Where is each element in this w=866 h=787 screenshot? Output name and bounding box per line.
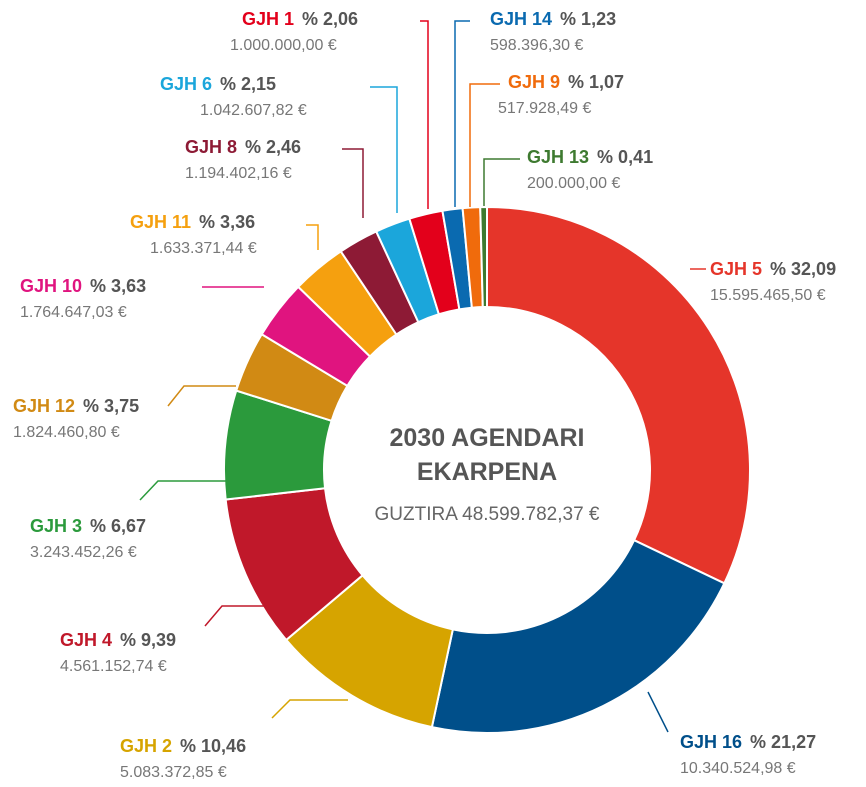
slice-amount: 1.000.000,00 € [230,37,337,54]
leader-line [370,86,398,213]
center-title: 2030 AGENDARI [390,424,585,452]
leader-line [139,480,226,501]
slice-label: GJH 5 % 32,09 [710,259,836,279]
slice-percent: % 2,15 [220,74,276,94]
leader-line [271,699,348,719]
slice-percent: % 9,39 [120,630,176,650]
slice-amount: 1.764.647,03 € [20,304,127,321]
slice-name: GJH 13 [527,147,589,167]
slice-name: GJH 4 [60,630,112,650]
leader-line [167,385,236,407]
leader-line [483,158,520,206]
slice-name: GJH 14 [490,9,552,29]
slice-label: GJH 2 % 10,46 [120,736,246,756]
slice-name: GJH 5 [710,259,762,279]
slice-label: GJH 3 % 6,67 [30,516,146,536]
slice-name: GJH 1 [242,9,294,29]
leader-line [306,224,319,250]
slice-amount: 517.928,49 € [498,100,592,117]
slice-percent: % 3,75 [83,396,139,416]
slice-percent: % 1,07 [568,72,624,92]
slice-label: GJH 12 % 3,75 [13,396,139,416]
slice-name: GJH 8 [185,137,237,157]
slice-label: GJH 14 % 1,23 [490,9,616,29]
leader-line [454,20,470,207]
slice-label: GJH 4 % 9,39 [60,630,176,650]
slice-label: GJH 8 % 2,46 [185,137,301,157]
slice-amount: 3.243.452,26 € [30,544,137,561]
leader-line [420,20,429,209]
slice-percent: % 0,41 [597,147,653,167]
slice-label: GJH 13 % 0,41 [527,147,653,167]
slice-label: GJH 9 % 1,07 [508,72,624,92]
slice-label: GJH 6 % 2,15 [160,74,276,94]
slice-name: GJH 2 [120,736,172,756]
slice-amount: 200.000,00 € [527,175,621,192]
slice-name: GJH 9 [508,72,560,92]
center-total: GUZTIRA 48.599.782,37 € [375,504,600,525]
slice-amount: 15.595.465,50 € [710,287,826,304]
leader-line [204,605,272,627]
slice-percent: % 3,36 [199,212,255,232]
slice-amount: 1.042.607,82 € [200,102,307,119]
slice [430,538,726,734]
slice [486,205,751,585]
slice-percent: % 21,27 [750,732,816,752]
slice-label: GJH 16 % 21,27 [680,732,816,752]
slice-name: GJH 16 [680,732,742,752]
slice-amount: 10.340.524,98 € [680,760,796,777]
slice-label: GJH 1 % 2,06 [242,9,358,29]
slice-amount: 5.083.372,85 € [120,764,227,781]
slice-amount: 598.396,30 € [490,37,584,54]
slice-amount: 1.194.402,16 € [185,165,292,182]
center-title: EKARPENA [417,458,557,486]
slice-label: GJH 10 % 3,63 [20,276,146,296]
slice-percent: % 1,23 [560,9,616,29]
slice-amount: 4.561.152,74 € [60,658,167,675]
leader-line [647,691,669,733]
slice-percent: % 2,06 [302,9,358,29]
slice-name: GJH 10 [20,276,82,296]
slice-name: GJH 6 [160,74,212,94]
slice-name: GJH 12 [13,396,75,416]
slice-amount: 1.824.460,80 € [13,424,120,441]
slice-percent: % 2,46 [245,137,301,157]
leader-line [469,83,500,207]
slice-name: GJH 3 [30,516,82,536]
slice [479,205,488,309]
slice-name: GJH 11 [130,212,191,232]
slice-percent: % 10,46 [180,736,246,756]
slice-percent: % 3,63 [90,276,146,296]
slice-percent: % 32,09 [770,259,836,279]
slice-label: GJH 11 % 3,36 [130,212,255,232]
leader-line [342,148,364,218]
slice-amount: 1.633.371,44 € [150,240,257,257]
slice-percent: % 6,67 [90,516,146,536]
